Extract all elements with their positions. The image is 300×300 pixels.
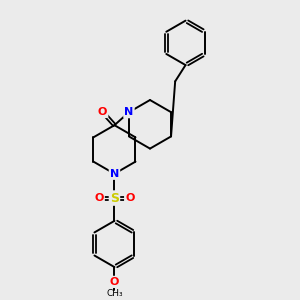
Text: CH₃: CH₃ — [106, 289, 123, 298]
Text: O: O — [110, 277, 119, 287]
Text: O: O — [125, 193, 134, 203]
Text: N: N — [110, 169, 119, 179]
Text: N: N — [124, 107, 134, 117]
Text: S: S — [110, 192, 119, 205]
Text: O: O — [98, 107, 107, 117]
Text: O: O — [94, 193, 104, 203]
